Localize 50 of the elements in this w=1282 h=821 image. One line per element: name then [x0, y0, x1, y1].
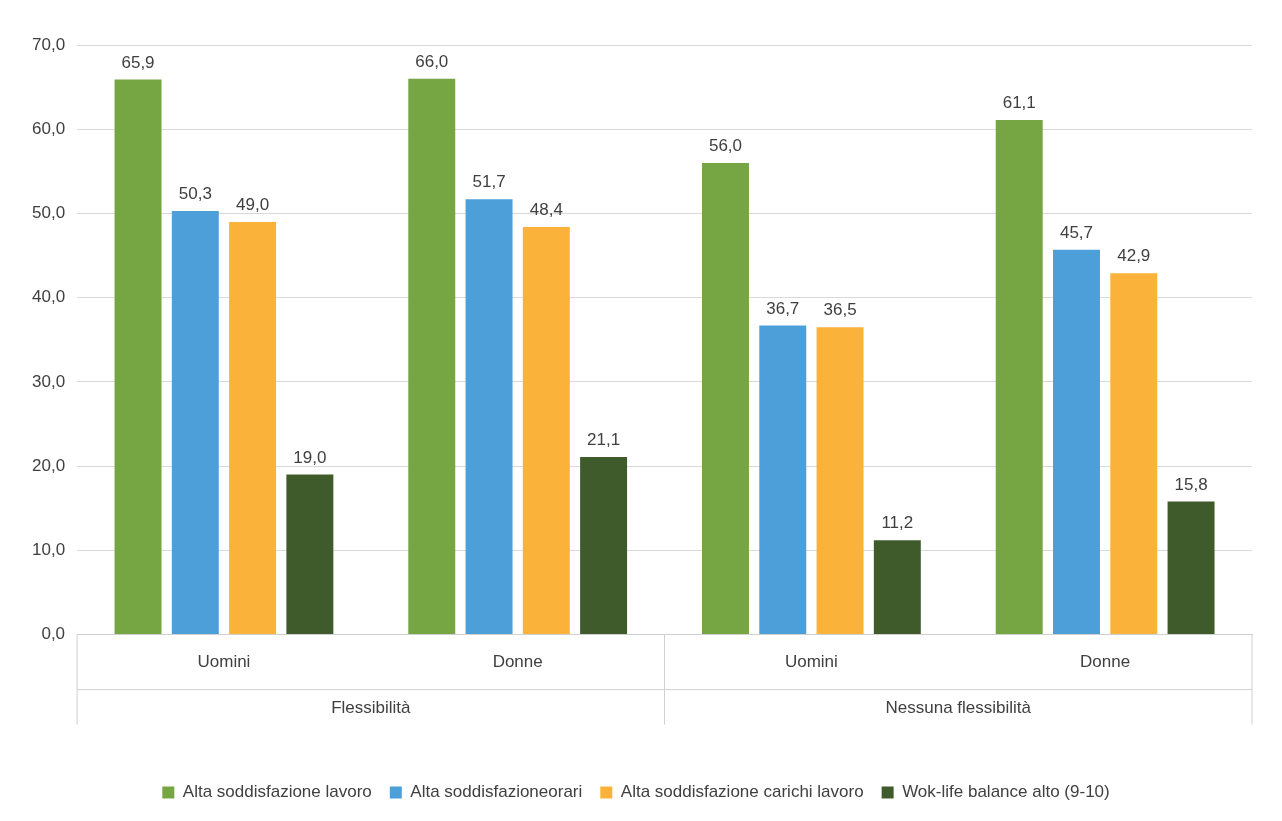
legend-label: Alta soddisfazione carichi lavoro [620, 782, 864, 802]
y-tick-label: 30,0 [31, 371, 66, 391]
bar [759, 325, 807, 635]
bar [229, 221, 277, 635]
bar [408, 78, 456, 635]
y-tick-label: 50,0 [31, 203, 66, 223]
x-tick-label: Donne [1080, 652, 1131, 672]
data-label: 36,7 [766, 298, 800, 318]
bar [580, 456, 628, 635]
data-label: 56,0 [708, 136, 743, 156]
bar [171, 210, 219, 635]
bar [873, 540, 921, 635]
legend-label: Alta soddisfazione lavoro [182, 782, 372, 802]
data-label: 42,9 [1117, 246, 1151, 266]
y-tick-label: 20,0 [31, 455, 66, 475]
legend-label: Wok-life balance alto (9-10) [902, 782, 1110, 802]
data-label: 21,1 [587, 430, 621, 450]
data-label: 45,7 [1059, 222, 1094, 242]
bar [1053, 249, 1100, 635]
data-label: 49,0 [236, 195, 270, 215]
legend-label: Alta soddisfazioneorari [410, 782, 583, 802]
data-label: 15,8 [1174, 474, 1208, 494]
data-label: 48,4 [529, 200, 563, 220]
data-label: 11,2 [881, 513, 914, 533]
text: Nessuna flessibilità [885, 698, 1032, 718]
data-label: 66,0 [415, 51, 449, 71]
y-tick-label: 70,0 [31, 34, 66, 54]
y-tick-label: 0,0 [41, 624, 66, 644]
bar [114, 79, 162, 635]
data-label: 65,9 [121, 52, 155, 72]
x-tick-label: Uomini [197, 652, 251, 672]
bar [1167, 501, 1215, 635]
x-tick-label: Donne [492, 652, 543, 672]
bar [1110, 273, 1158, 635]
x-tick-label: Uomini [784, 652, 838, 672]
y-tick-label: 40,0 [31, 287, 66, 307]
data-label: 51,7 [472, 172, 506, 192]
bar [522, 226, 570, 635]
data-label: 50,3 [178, 184, 212, 204]
bar [816, 327, 864, 635]
bar [465, 199, 513, 635]
text: Flessibilità [331, 698, 412, 718]
data-label: 36,5 [823, 300, 857, 320]
bar [995, 119, 1043, 635]
bar [702, 162, 749, 635]
data-label: 19,0 [293, 447, 327, 467]
data-label: 61,1 [1002, 93, 1036, 113]
y-tick-label: 60,0 [31, 118, 66, 138]
y-tick-label: 10,0 [31, 540, 66, 560]
bar [286, 474, 334, 635]
